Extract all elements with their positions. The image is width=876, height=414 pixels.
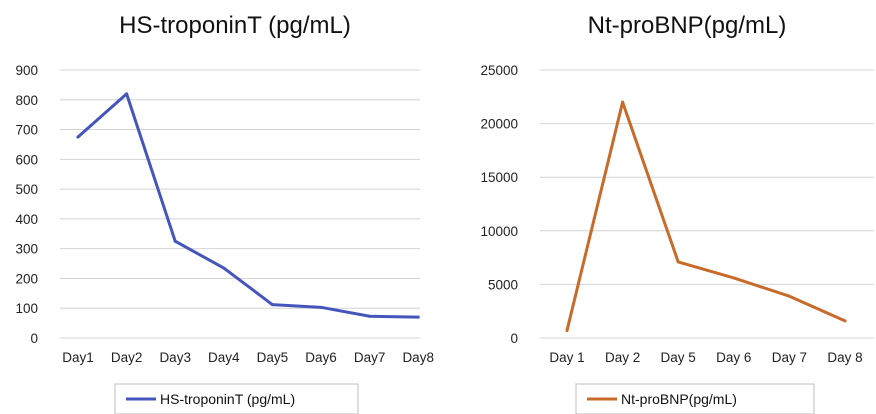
data-point [565, 328, 569, 332]
y-tick-label: 800 [15, 93, 38, 108]
y-tick-label: 0 [510, 331, 518, 346]
x-tick-label: Day1 [62, 350, 94, 365]
ntprobnp-chart-panel: Nt-proBNP(pg/mL) 0 5000 10000 15000 20000 250… [450, 0, 876, 414]
y-tick-label: 400 [15, 212, 38, 227]
y-tick-label: 10000 [480, 224, 518, 239]
y-tick-label: 5000 [488, 277, 518, 292]
y-tick-label: 25000 [480, 63, 518, 78]
x-tick-label: Day2 [111, 350, 143, 365]
data-point [319, 305, 323, 309]
data-point [676, 260, 680, 264]
ntprobnp-chart: Nt-proBNP(pg/mL) 0 5000 10000 15000 20000 250… [480, 12, 874, 414]
x-tick-label: Day 2 [605, 350, 640, 365]
series-line [76, 92, 420, 319]
y-tick-label: 600 [15, 152, 38, 167]
legend-label: Nt-proBNP(pg/mL) [621, 391, 737, 407]
data-point [173, 239, 177, 243]
x-tick-label: Day 7 [772, 350, 807, 365]
data-point [125, 92, 129, 96]
y-tick-label: 500 [15, 182, 38, 197]
legend-box [114, 383, 359, 414]
x-tick-label: Day 1 [549, 350, 584, 365]
x-tick-label: Day4 [208, 350, 240, 365]
data-point [368, 314, 372, 318]
data-point [270, 303, 274, 307]
legend-label: HS-troponinT (pg/mL) [160, 391, 295, 407]
data-point [621, 100, 625, 104]
y-tick-label: 0 [30, 331, 38, 346]
chart-title: Nt-proBNP(pg/mL) [588, 12, 787, 39]
data-point [222, 266, 226, 270]
x-tick-label: Day3 [159, 350, 191, 365]
y-tick-label: 20000 [480, 117, 518, 132]
x-tick-label: Day 6 [716, 350, 751, 365]
x-tick-label: Day 5 [661, 350, 696, 365]
chart-title: HS-troponinT (pg/mL) [119, 12, 351, 39]
y-tick-label: 700 [15, 123, 38, 138]
troponin-chart-panel: HS-troponinT (pg/mL) 0 100 200 300 400 500 600… [15, 12, 434, 414]
series-line [565, 100, 847, 332]
y-tick-label: 15000 [480, 170, 518, 185]
y-tick-label: 300 [15, 242, 38, 257]
data-point [416, 315, 420, 319]
y-tick-label: 100 [15, 301, 38, 316]
x-tick-label: Day6 [305, 350, 337, 365]
x-tick-label: Day8 [402, 350, 434, 365]
data-point [787, 294, 791, 298]
data-point [76, 135, 80, 139]
x-tick-label: Day7 [354, 350, 386, 365]
y-tick-label: 900 [15, 63, 38, 78]
y-tick-label: 200 [15, 271, 38, 286]
troponin-chart: HS-troponinT (pg/mL) 0 100 200 300 400 500 600… [15, 12, 434, 414]
data-point [732, 276, 736, 280]
x-tick-label: Day5 [257, 350, 289, 365]
data-point [843, 319, 847, 323]
x-tick-label: Day 8 [827, 350, 862, 365]
